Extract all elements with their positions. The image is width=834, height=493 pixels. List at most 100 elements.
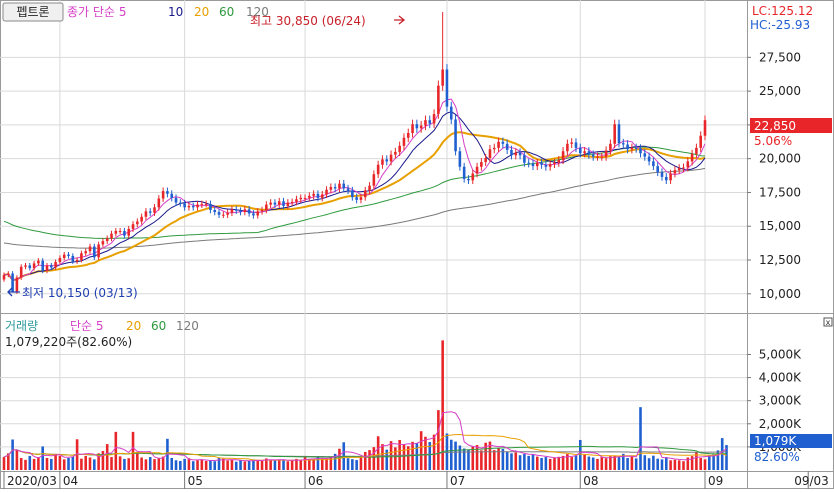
volume-bar <box>703 459 707 470</box>
candle-body <box>148 211 152 213</box>
volume-bar <box>234 461 238 470</box>
volume-bar <box>484 442 487 470</box>
volume-bar <box>394 447 397 470</box>
volume-bar <box>673 459 677 470</box>
volume-bar <box>523 454 526 470</box>
volume-bar <box>359 456 363 470</box>
candle-body <box>471 173 475 181</box>
candle-body <box>548 164 552 167</box>
candle-body <box>535 162 539 167</box>
date-tick-label: 09/03 <box>794 474 829 488</box>
candle-body <box>80 253 83 261</box>
volume-bar <box>114 431 118 470</box>
volume-bar <box>497 448 500 470</box>
candle-body <box>587 151 591 155</box>
volume-bar <box>295 458 298 470</box>
volume-bar <box>329 456 333 470</box>
candle-body <box>222 214 225 216</box>
volume-bar <box>290 460 294 470</box>
volume-bar <box>639 407 642 470</box>
volume-bar <box>475 445 479 470</box>
candle-body <box>174 197 178 203</box>
volume-bar <box>621 453 625 470</box>
candle-body <box>673 170 677 174</box>
candle-body <box>333 187 337 189</box>
ma120-line <box>3 167 706 249</box>
candle-body <box>690 153 694 162</box>
volume-legend-ma20: 20 <box>126 319 141 333</box>
candle-body <box>2 274 6 280</box>
candle-body <box>230 209 234 213</box>
volume-bar <box>385 449 389 470</box>
volume-bar <box>630 456 634 470</box>
candle-body <box>110 233 113 239</box>
candle-body <box>415 124 419 129</box>
volume-bar <box>428 442 432 470</box>
candle-body <box>252 213 255 216</box>
volume-bar <box>243 461 247 470</box>
candle-body <box>308 195 311 198</box>
volume-bar <box>415 443 419 470</box>
candle-body <box>497 141 500 148</box>
last-volume-badge-text: 1,079K <box>754 434 797 448</box>
candle-body <box>368 185 371 191</box>
candle-body <box>282 201 285 206</box>
stock-name-tab[interactable] <box>2 2 64 22</box>
volume-bar <box>458 445 462 470</box>
candle-body <box>480 162 483 167</box>
volume-bar <box>97 453 100 470</box>
volume-bar <box>316 457 320 470</box>
low-marker-arrow-icon <box>7 287 20 297</box>
stock-name-label: 펩트론 <box>16 5 49 19</box>
candle-body <box>566 143 569 152</box>
candle-body <box>247 209 251 214</box>
volume-bar <box>708 455 711 470</box>
volume-bar <box>716 450 720 470</box>
candle-body <box>342 183 346 189</box>
volume-bar <box>11 439 14 470</box>
volume-bar <box>424 436 427 470</box>
volume-bar <box>634 458 638 470</box>
volume-legend: 거래량 단순 5 20 60 120 1,079,220주(82.60%) <box>5 319 199 349</box>
candle-body <box>260 210 264 212</box>
candle-body <box>19 266 23 278</box>
price-legend-ma20: 20 <box>194 5 209 19</box>
candle-body <box>88 246 92 252</box>
volume-bar <box>471 446 475 470</box>
candle-body <box>630 147 634 150</box>
volume-bar <box>609 456 612 470</box>
volume-bar <box>600 457 604 470</box>
candle-body <box>574 142 578 148</box>
candle-body <box>131 224 135 229</box>
volume-bar <box>200 459 204 470</box>
volume-bar <box>7 453 10 470</box>
volume-bar <box>712 454 715 470</box>
candle-body <box>58 257 62 263</box>
candle-body <box>75 260 79 262</box>
candle-body <box>617 124 621 144</box>
candle-body <box>518 152 522 156</box>
ma20-line <box>3 131 706 282</box>
candle-body <box>686 161 690 168</box>
candle-body <box>643 153 647 157</box>
candle-body <box>351 190 354 198</box>
volume-bar <box>213 461 217 470</box>
volume-panel-close-button[interactable] <box>823 317 833 327</box>
volume-bar <box>67 457 70 470</box>
candle-body <box>277 201 281 205</box>
volume-bar <box>15 449 19 470</box>
volume-bar <box>402 444 406 470</box>
candle-body <box>179 202 182 204</box>
candle-body <box>114 230 118 234</box>
volume-bar <box>183 458 186 470</box>
candle-body <box>540 162 543 165</box>
candle-body <box>170 193 174 198</box>
price-tick-label: 25,000 <box>759 84 801 98</box>
date-tick-label: 06 <box>308 474 323 488</box>
candle-body <box>71 255 75 262</box>
volume-bar <box>514 452 518 470</box>
candle-body <box>359 197 363 200</box>
